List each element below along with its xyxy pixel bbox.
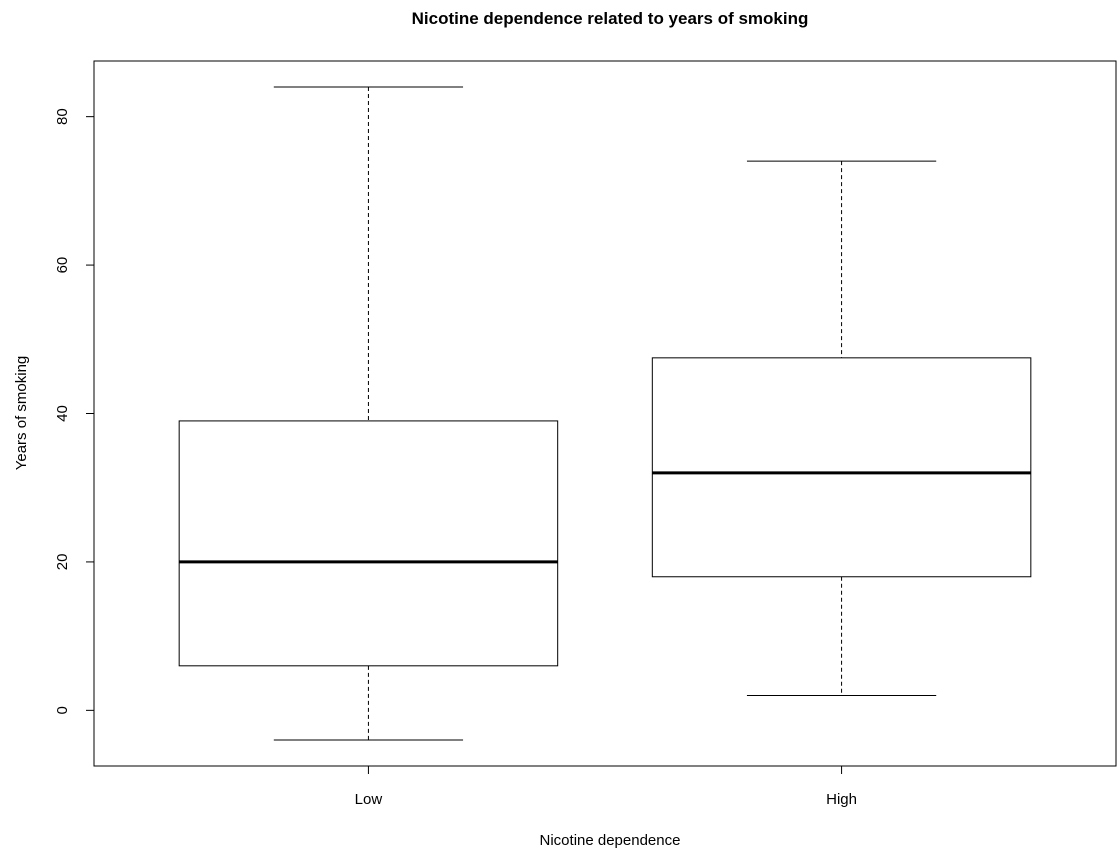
y-tick-label: 20: [54, 554, 71, 571]
x-tick-label: Low: [355, 791, 383, 808]
x-axis: Low High: [355, 765, 857, 808]
x-axis-label: Nicotine dependence: [540, 832, 681, 849]
y-tick-label: 40: [54, 405, 71, 422]
y-tick-label: 80: [54, 108, 71, 125]
chart-title: Nicotine dependence related to years of …: [412, 9, 809, 28]
box-high: [651, 160, 1032, 696]
iqr-box: [178, 420, 559, 667]
y-tick-label: 0: [54, 706, 71, 714]
y-axis-label: Years of smoking: [13, 356, 30, 471]
y-axis: 0 20 40 60 80: [54, 108, 95, 715]
x-tick-label: High: [826, 791, 857, 808]
box-low: [178, 86, 559, 741]
y-tick-label: 60: [54, 257, 71, 274]
box-series: [178, 86, 1032, 741]
iqr-box: [651, 357, 1032, 578]
